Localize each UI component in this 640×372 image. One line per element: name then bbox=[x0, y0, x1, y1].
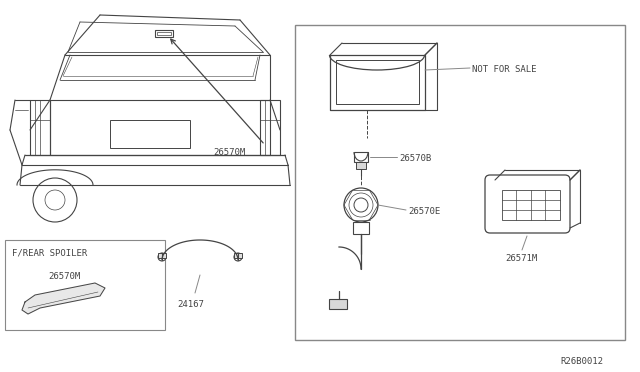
Bar bbox=[5, 240, 165, 330]
Bar bbox=[30, 100, 50, 155]
Polygon shape bbox=[22, 283, 105, 314]
Text: NOT FOR SALE: NOT FOR SALE bbox=[472, 65, 536, 74]
Bar bbox=[502, 190, 560, 220]
Text: 26571M: 26571M bbox=[505, 254, 537, 263]
Bar bbox=[157, 32, 171, 35]
Text: 26570B: 26570B bbox=[399, 154, 431, 163]
Text: F/REAR SPOILER: F/REAR SPOILER bbox=[12, 248, 87, 257]
Bar bbox=[234, 253, 242, 258]
Bar bbox=[354, 152, 368, 162]
Text: 24167: 24167 bbox=[177, 300, 204, 309]
Bar bbox=[356, 162, 366, 169]
Text: 26570M: 26570M bbox=[48, 272, 80, 281]
Bar bbox=[353, 222, 369, 234]
Text: 26570E: 26570E bbox=[408, 207, 440, 216]
Text: 26570M: 26570M bbox=[213, 148, 245, 157]
Bar bbox=[155, 30, 173, 37]
Bar bbox=[260, 100, 280, 155]
Text: R26B0012: R26B0012 bbox=[560, 357, 603, 366]
Bar bbox=[336, 60, 419, 104]
Bar bbox=[110, 120, 190, 148]
Bar bbox=[158, 253, 166, 258]
Bar bbox=[329, 299, 347, 309]
Bar bbox=[295, 25, 625, 340]
